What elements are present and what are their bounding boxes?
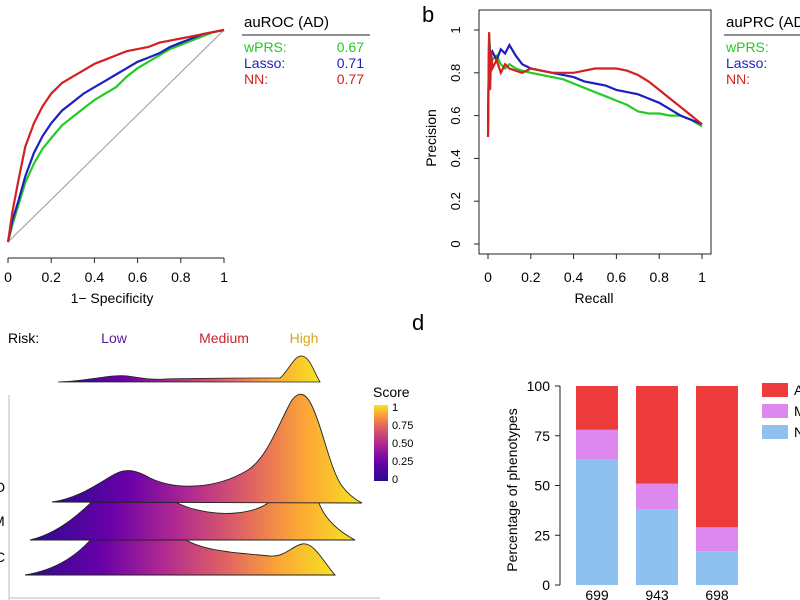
panel-label-d: d [412, 310, 424, 335]
roc-legend-name: Lasso: [244, 55, 285, 71]
ridge-row-label-c: C [0, 549, 5, 565]
risk-level-low: Low [101, 330, 128, 346]
prc-chart: 0 0.2 0.4 0.6 0.8 1 0 0.2 0.4 0.6 0.8 1 Recall Prec… [423, 9, 800, 306]
bar-legend-label: N [794, 424, 800, 440]
bar-y-axis-title: Percentage of phenotypes [504, 408, 520, 571]
roc-x-ticks: 0 0.2 0.4 0.6 0.8 1 [4, 258, 228, 285]
risk-level-high: High [290, 330, 319, 346]
bar-legend-swatch [762, 425, 788, 439]
roc-legend-name: NN: [244, 71, 268, 87]
bar-category-label: 943 [645, 587, 669, 600]
bar-legend-swatch [762, 404, 788, 418]
roc-x-axis-title: 1− Specificity [71, 290, 154, 306]
roc-x-tick-label: 0.4 [85, 269, 105, 285]
colorbar-tick-label: 0.75 [392, 420, 413, 432]
prc-y-axis-title: Precision [423, 109, 439, 167]
bar-legend: AMN [762, 382, 800, 440]
prc-x-tick-label: 0.2 [521, 269, 541, 285]
bar-category-labels: 699 943 698 [585, 587, 729, 600]
ridge-row-label-d: D [0, 479, 5, 495]
colorbar-tick-label: 1 [392, 402, 398, 414]
bar-segment-a [696, 386, 738, 528]
colorbar-tick-label: 0.25 [392, 456, 413, 468]
roc-legend-value: 0.71 [337, 55, 364, 71]
bar-category-label: 699 [585, 587, 609, 600]
prc-axis-ticks: 0 0.2 0.4 0.6 0.8 1 0 0.2 0.4 0.6 0.8 1 [448, 26, 706, 285]
roc-x-tick-label: 1 [220, 269, 228, 285]
panel-label-b: b [422, 2, 434, 27]
ridge-density-d [51, 393, 363, 504]
roc-x-tick-label: 0 [4, 269, 12, 285]
prc-y-tick-label: 0.4 [448, 149, 463, 167]
bar-category-label: 698 [705, 587, 729, 600]
prc-x-tick-label: 0.6 [607, 269, 627, 285]
prc-legend: auPRC (AD) wPRS:Lasso:NN: [724, 14, 800, 87]
bar-segment-n [696, 551, 738, 585]
roc-diagonal-reference [7, 29, 225, 243]
prc-series-lines [486, 32, 703, 138]
roc-legend-value: 0.67 [337, 39, 364, 55]
prc-legend-name: wPRS: [725, 39, 769, 55]
roc-line-nn [6, 28, 225, 243]
risk-label: Risk: [8, 330, 39, 346]
risk-mini-density [57, 355, 321, 383]
roc-legend: auROC (AD) wPRS: 0.67 Lasso: 0.71 NN: 0.77 [242, 14, 370, 87]
prc-plot-frame [478, 9, 712, 255]
prc-y-tick-label: 1 [448, 26, 463, 33]
prc-x-tick-label: 0.8 [649, 269, 669, 285]
prc-line-nn [486, 32, 703, 138]
prc-x-axis-title: Recall [575, 290, 614, 306]
bar-segments [576, 386, 738, 585]
risk-level-medium: Medium [199, 330, 249, 346]
colorbar-gradient [374, 405, 388, 481]
bar-legend-label: M [794, 403, 800, 419]
prc-legend-title: auPRC (AD) [726, 14, 800, 31]
bar-y-ticks: 0 25 50 75 100 [527, 378, 560, 593]
prc-y-tick-label: 0 [448, 240, 463, 247]
bar-segment-a [576, 386, 618, 430]
prc-x-tick-label: 0.4 [564, 269, 584, 285]
roc-x-tick-label: 0.2 [41, 269, 61, 285]
bar-segment-n [576, 459, 618, 585]
ridge-row-label-m: M [0, 513, 5, 529]
bar-segment-m [636, 483, 678, 510]
prc-line-wprs [486, 34, 703, 138]
roc-line-lasso [6, 28, 225, 243]
bar-legend-swatch [762, 383, 788, 397]
bar-segment-a [636, 386, 678, 484]
prc-line-lasso [486, 38, 703, 127]
roc-series-lines [6, 28, 225, 243]
bar-y-tick-label: 0 [542, 577, 550, 593]
prc-legend-name: Lasso: [726, 55, 767, 71]
colorbar-tick-label: 0 [392, 474, 398, 486]
bar-segment-m [576, 429, 618, 460]
bar-segment-n [636, 509, 678, 585]
colorbar-tick-label: 0.50 [392, 438, 413, 450]
colorbar-ticks: 1 0.75 0.50 0.25 0 [392, 402, 413, 486]
prc-x-tick-label: 1 [698, 269, 706, 285]
score-colorbar: Score 1 0.75 0.50 0.25 0 [373, 384, 413, 486]
roc-line-wprs [6, 28, 225, 243]
bar-legend-label: A [794, 382, 800, 398]
prc-y-tick-label: 0.8 [448, 64, 463, 82]
roc-legend-name: wPRS: [243, 39, 287, 55]
roc-legend-value: 0.77 [337, 71, 364, 87]
bar-segment-m [696, 527, 738, 552]
roc-x-tick-label: 0.6 [128, 269, 148, 285]
phenotype-stacked-bar-chart: 0 25 50 75 100 Percentage of phenotypes 699 9… [504, 378, 800, 600]
risk-ridgeline-chart: Risk: Low Medium High D M C Score 1 0.75 0… [0, 330, 413, 600]
bar-y-tick-label: 50 [534, 478, 550, 494]
roc-x-tick-label: 0.8 [171, 269, 191, 285]
prc-x-tick-label: 0 [484, 269, 492, 285]
colorbar-title: Score [373, 384, 410, 400]
bar-y-tick-label: 25 [534, 527, 550, 543]
prc-legend-name: NN: [726, 71, 750, 87]
bar-y-tick-label: 75 [534, 428, 550, 444]
bar-y-tick-label: 100 [527, 378, 551, 394]
roc-chart: 0 0.2 0.4 0.6 0.8 1 1− Specificity auROC (AD)… [4, 14, 370, 306]
roc-legend-title: auROC (AD) [244, 14, 329, 31]
prc-y-tick-label: 0.6 [448, 107, 463, 125]
prc-y-tick-label: 0.2 [448, 192, 463, 210]
